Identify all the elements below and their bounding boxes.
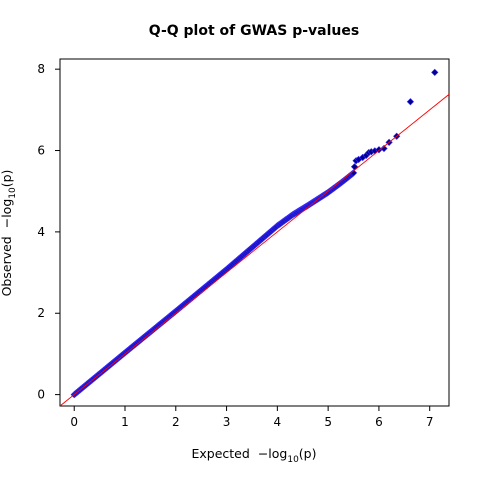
data-point [406,98,415,106]
y-axis-label-sub: 10 [8,187,18,199]
y-axis-ticks: 0 2 4 6 8 [37,62,60,402]
y-axis-label-arg: (p) [0,170,14,188]
plot-frame [59,58,450,407]
x-axis-ticks: 0 1 2 3 4 5 6 7 [70,406,434,429]
y-axis-label: Observed −log10(p) [0,170,18,297]
data-point [349,169,358,177]
x-tick-label: 0 [70,415,78,429]
y-tick-label: 0 [37,388,45,402]
data-point [431,68,439,77]
y-tick-label: 2 [37,306,45,320]
x-axis-label-neg: −log [258,446,288,461]
reference-line [60,94,449,406]
x-tick-label: 6 [375,415,383,429]
plot-content [60,68,449,406]
data-point [380,144,388,153]
plot-area [59,58,450,407]
data-point [350,163,359,171]
x-tick-label: 3 [223,415,231,429]
x-tick-label: 1 [121,415,129,429]
y-tick-label: 4 [37,225,45,239]
y-tick-label: 8 [37,62,45,76]
x-axis-label-prefix: Expected [191,446,249,461]
y-tick-label: 6 [37,144,45,158]
chart-title: Q-Q plot of GWAS p-values [149,23,359,39]
x-axis-label-arg: (p) [299,446,317,461]
y-axis-label-neg: −log [0,199,14,229]
x-tick-label: 5 [324,415,332,429]
x-axis-label-sub: 10 [287,455,299,465]
x-tick-label: 7 [426,415,434,429]
data-points [70,68,439,399]
x-tick-label: 4 [274,415,282,429]
x-tick-label: 2 [172,415,180,429]
y-axis-label-prefix: Observed [0,236,14,296]
x-axis-label: Expected −log10(p) [191,446,316,465]
